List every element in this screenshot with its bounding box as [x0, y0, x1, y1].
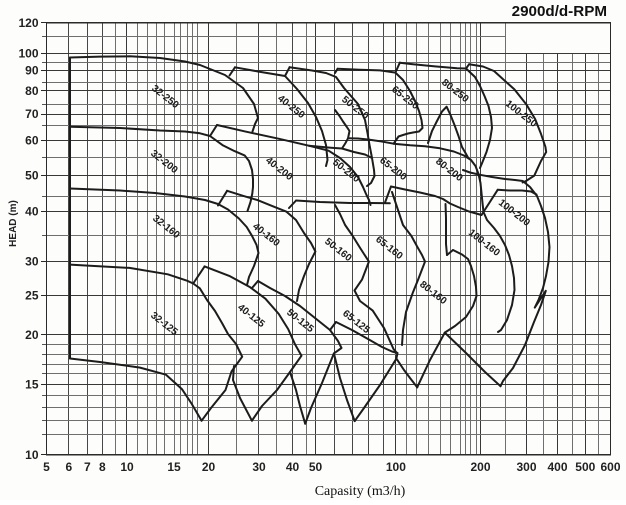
svg-text:30: 30: [252, 460, 266, 474]
svg-text:20: 20: [25, 328, 39, 342]
svg-text:15: 15: [25, 378, 39, 392]
svg-text:Capasity (m3/h): Capasity (m3/h): [315, 484, 406, 499]
svg-text:7: 7: [84, 460, 91, 474]
svg-text:500: 500: [575, 460, 595, 474]
svg-text:25: 25: [25, 289, 39, 303]
svg-text:100: 100: [18, 47, 38, 61]
svg-text:HEAD (m): HEAD (m): [8, 200, 19, 247]
svg-text:60: 60: [25, 134, 39, 148]
svg-text:40: 40: [286, 460, 300, 474]
svg-text:40: 40: [25, 205, 39, 219]
svg-text:2900d/d-RPM: 2900d/d-RPM: [512, 3, 607, 20]
svg-text:300: 300: [516, 460, 536, 474]
svg-text:10: 10: [120, 460, 134, 474]
svg-text:8: 8: [99, 460, 106, 474]
svg-text:200: 200: [470, 460, 490, 474]
svg-text:5: 5: [43, 460, 50, 474]
svg-text:20: 20: [202, 460, 216, 474]
svg-text:30: 30: [25, 255, 39, 269]
svg-text:600: 600: [600, 460, 620, 474]
svg-text:15: 15: [167, 460, 181, 474]
svg-text:6: 6: [65, 460, 72, 474]
svg-text:100: 100: [386, 460, 406, 474]
svg-text:80: 80: [25, 84, 39, 98]
svg-text:50: 50: [309, 460, 323, 474]
svg-text:120: 120: [18, 16, 38, 30]
svg-text:70: 70: [25, 107, 39, 121]
svg-text:400: 400: [547, 460, 567, 474]
svg-text:10: 10: [25, 448, 39, 462]
svg-text:90: 90: [25, 64, 39, 78]
svg-text:50: 50: [25, 169, 39, 183]
